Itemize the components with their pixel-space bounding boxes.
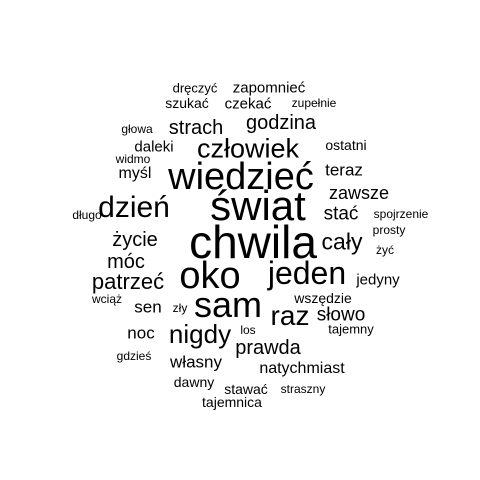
word-zupelnie: zupełnie (291, 96, 337, 110)
word-stawac: stawać (224, 381, 268, 397)
word-wciaz: wciąż (91, 292, 123, 306)
word-ostatni: ostatni (325, 137, 367, 153)
word-wszedzie: wszędzie (294, 290, 352, 306)
word-zawsze: zawsze (328, 183, 390, 203)
word-nigdy: nigdy (168, 319, 232, 349)
word-zly: zły (172, 301, 188, 315)
word-chwila: chwila (189, 216, 317, 268)
word-mysl: myśl (118, 165, 152, 182)
word-sen: sen (134, 297, 162, 317)
word-jeden: jeden (267, 255, 347, 291)
word-prosty: prosty (372, 223, 406, 237)
word-zyc: żyć (376, 243, 394, 257)
word-swiat: świat (210, 182, 306, 229)
word-zapomniec: zapomnieć (232, 79, 306, 97)
word-patrzec: patrzeć (91, 269, 165, 294)
word-daleki: daleki (134, 138, 174, 156)
word-dreczyc: dręczyć (172, 80, 218, 96)
word-zycie: życie (112, 229, 158, 251)
word-prawda: prawda (235, 337, 301, 359)
word-tajemny: tajemny (328, 321, 374, 337)
word-slowo: słowo (316, 304, 366, 326)
word-teraz: teraz (325, 160, 363, 180)
word-wiedziec: wiedzieć (168, 156, 314, 198)
word-los: los (240, 323, 256, 337)
word-dlugo: długo (72, 208, 102, 222)
word-spojrzenie: spojrzenie (373, 207, 429, 221)
word-szukac: szukać (165, 95, 209, 111)
word-gdzies: gdzieś (116, 349, 152, 363)
word-strach: strach (168, 117, 224, 139)
word-dzien: dzień (98, 191, 170, 224)
word-caly: cały (321, 228, 363, 255)
word-moc: móc (107, 251, 145, 273)
word-wlasny: własny (170, 352, 222, 372)
word-sam: sam (193, 284, 263, 325)
word-noc: noc (127, 323, 155, 343)
word-widmo: widmo (115, 152, 151, 166)
word-czlowiek: człowiek (196, 133, 300, 164)
word-dawny: dawny (173, 374, 215, 390)
word-tajemnica: tajemnica (202, 394, 262, 410)
word-jedyny: jedyny (356, 271, 400, 289)
word-straszny: straszny (280, 382, 326, 396)
word-czekac: czekać (224, 95, 272, 113)
word-natychmiast: natychmiast (259, 360, 345, 377)
word-stac: stać (323, 203, 359, 225)
word-oko: oko (179, 255, 241, 297)
word-raz: raz (270, 300, 310, 331)
word-glowa: głowa (121, 122, 153, 136)
word-godzina: godzina (245, 112, 317, 134)
